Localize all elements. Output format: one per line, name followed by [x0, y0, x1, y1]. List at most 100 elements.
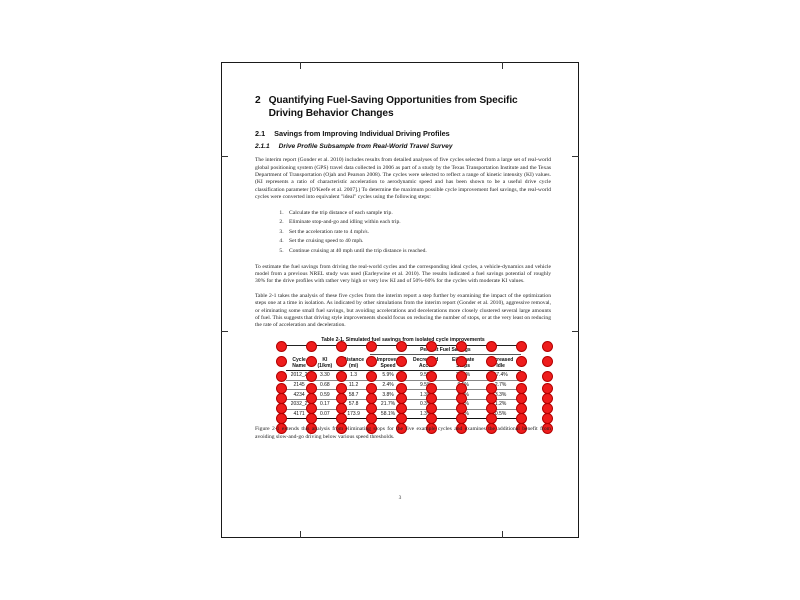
column-header-label: KI [322, 356, 328, 363]
subsection-number: 2.1 [255, 129, 266, 139]
subsubsection-number: 2.1.1 [255, 143, 270, 151]
crop-tick-bottom [300, 531, 301, 538]
column-header-label: Decreased [487, 356, 514, 363]
table-cell: 1.3% [405, 389, 446, 400]
red-dot-marker [541, 413, 553, 425]
table-cell: 4234 [285, 389, 313, 400]
section-number: 2 [255, 95, 261, 106]
column-group-header: Percent Fuel Savings [370, 344, 521, 356]
column-header-sublabel: (mi) [349, 362, 359, 369]
table-row: 4234 0.59 58.7 3.8% 1.3% 8.5% 3.3% [285, 389, 521, 400]
crop-tick-right [572, 156, 579, 157]
table-cell: 2.4% [370, 379, 406, 390]
list-item: Set the cruising speed to 40 mph. [285, 237, 551, 247]
fuel-savings-table: Percent Fuel Savings Cycle Name KI (1/km… [285, 344, 521, 420]
list-item: Set the acceleration rate to 4 mph/s. [285, 228, 551, 238]
table-cell: 0.5% [480, 408, 521, 420]
table-cell: 2032_2 [285, 398, 313, 410]
red-dot-marker [541, 403, 553, 415]
paragraph: The interim report (Gonder et al. 2010) … [255, 157, 551, 201]
table-block: Table 2-1. Simulated fuel savings from i… [255, 337, 553, 435]
table-cell: 173.9 [337, 408, 371, 420]
table-cell: 2.7% [480, 379, 521, 390]
column-header-decreased-accel: Decreased Accel [405, 354, 446, 372]
page-title: 2 Quantifying Fuel-Saving Opportunities … [255, 95, 551, 120]
column-header-sublabel: Name [292, 362, 306, 369]
table-cell: 3.30 [319, 372, 330, 379]
table-cell: 4171 [285, 408, 313, 420]
table-cell: 2.1% [445, 408, 481, 420]
list-item: Continue cruising at 40 mph until the tr… [285, 247, 551, 257]
column-header-sublabel: Idle [496, 362, 505, 369]
table-cell: 2145 [285, 379, 313, 390]
table-cell: 0.68 [312, 379, 337, 390]
table-cell: 0.3% [405, 398, 446, 410]
table-cell: 58.1% [370, 408, 406, 420]
table-cell: 29.2% [456, 372, 471, 379]
table-group-header-row: Percent Fuel Savings [285, 344, 521, 356]
column-header-improved-speed: Improved Speed [370, 354, 406, 372]
column-header-ki: KI (1/km) [312, 354, 337, 372]
section-title: Quantifying Fuel-Saving Opportunities fr… [268, 95, 518, 119]
table-cell: 5.9% [382, 372, 394, 379]
table-cell: 1.3 [350, 372, 358, 379]
list-item: Calculate the trip distance of each samp… [285, 209, 551, 219]
paragraph: Figure 2-1 extends this analysis from el… [255, 426, 551, 440]
table-cell: 21.7% [370, 398, 406, 410]
column-header-label: Decreased [413, 356, 439, 363]
red-dot-marker [541, 383, 553, 395]
table-cell: 57.8 [337, 398, 371, 410]
table-cell: 9.5% [445, 379, 481, 390]
table-row: 2145 0.68 11.2 2.4% 9.5% 9.5% 2.7% [285, 379, 521, 390]
table-row: 2032_2 0.17 57.8 21.7% 0.3% 2.7% 1.2% [285, 398, 521, 410]
table-cell: 0.17 [312, 398, 337, 410]
column-header-sublabel: (1/km) [317, 362, 333, 369]
table-cell: 9.5% [405, 379, 446, 390]
subsection-title: Savings from Improving Individual Drivin… [274, 129, 450, 139]
column-header-label: Cycle [292, 356, 306, 363]
document-content: 2 Quantifying Fuel-Saving Opportunities … [255, 95, 553, 448]
column-header-label: Distance [343, 356, 365, 363]
page-number: 3 [398, 495, 402, 501]
column-header-sublabel: Stops [456, 362, 471, 369]
table-cell: 17.4% [493, 372, 508, 379]
column-header-cycle-name: Cycle Name [285, 354, 313, 372]
red-dot-marker [541, 356, 553, 368]
table-row: 2012_2 3.30 1.3 5.9% 9.5% 29.2% 17.4% [286, 371, 521, 381]
crop-tick-top [502, 62, 503, 69]
table-header-row: Cycle Name KI (1/km) Distance (mi) [285, 354, 521, 372]
crop-tick-top [300, 62, 301, 69]
column-header-label: Improved [376, 356, 400, 363]
table-cell: 8.5% [445, 389, 481, 400]
subsection-heading: 2.1 Savings from Improving Individual Dr… [255, 129, 551, 138]
table-cell: 3.8% [370, 389, 406, 400]
subsubsection-title: Drive Profile Subsample from Real-World … [278, 143, 453, 151]
table-row: 4171 0.07 173.9 58.1% 1.3% 2.1% 0.5% [285, 408, 521, 420]
table-cell: 3.3% [480, 389, 521, 400]
table-cell: 2012_2 [290, 372, 308, 379]
column-header-sublabel: Speed [380, 362, 396, 369]
crop-tick-right [572, 331, 579, 332]
red-dot-marker [541, 371, 553, 383]
table-cell: 1.2% [480, 398, 521, 410]
column-header-label: Eliminate [452, 356, 475, 363]
paragraph: Table 2-1 takes the analysis of these fi… [255, 292, 551, 329]
scanned-page-sheet: 2 Quantifying Fuel-Saving Opportunities … [221, 62, 579, 538]
red-dot-marker [541, 341, 553, 353]
conversion-steps-list: Calculate the trip distance of each samp… [255, 209, 551, 257]
paragraph: To estimate the fuel savings from drivin… [255, 263, 551, 285]
table-cell: 2.7% [445, 398, 481, 410]
subsubsection-heading: 2.1.1 Drive Profile Subsample from Real-… [255, 143, 551, 151]
crop-tick-left [221, 331, 228, 332]
table-cell: 1.3% [405, 408, 446, 420]
red-dot-marker [541, 393, 553, 405]
column-header-eliminate-stops: Eliminate Stops [445, 354, 481, 372]
table-cell: 0.59 [312, 389, 337, 400]
crop-tick-left [221, 156, 228, 157]
column-header-distance: Distance (mi) [337, 354, 371, 372]
table-cell: 58.7 [337, 389, 371, 400]
table-cell: 11.2 [337, 379, 371, 390]
table-cell: 0.07 [312, 408, 337, 420]
crop-tick-bottom [502, 531, 503, 538]
